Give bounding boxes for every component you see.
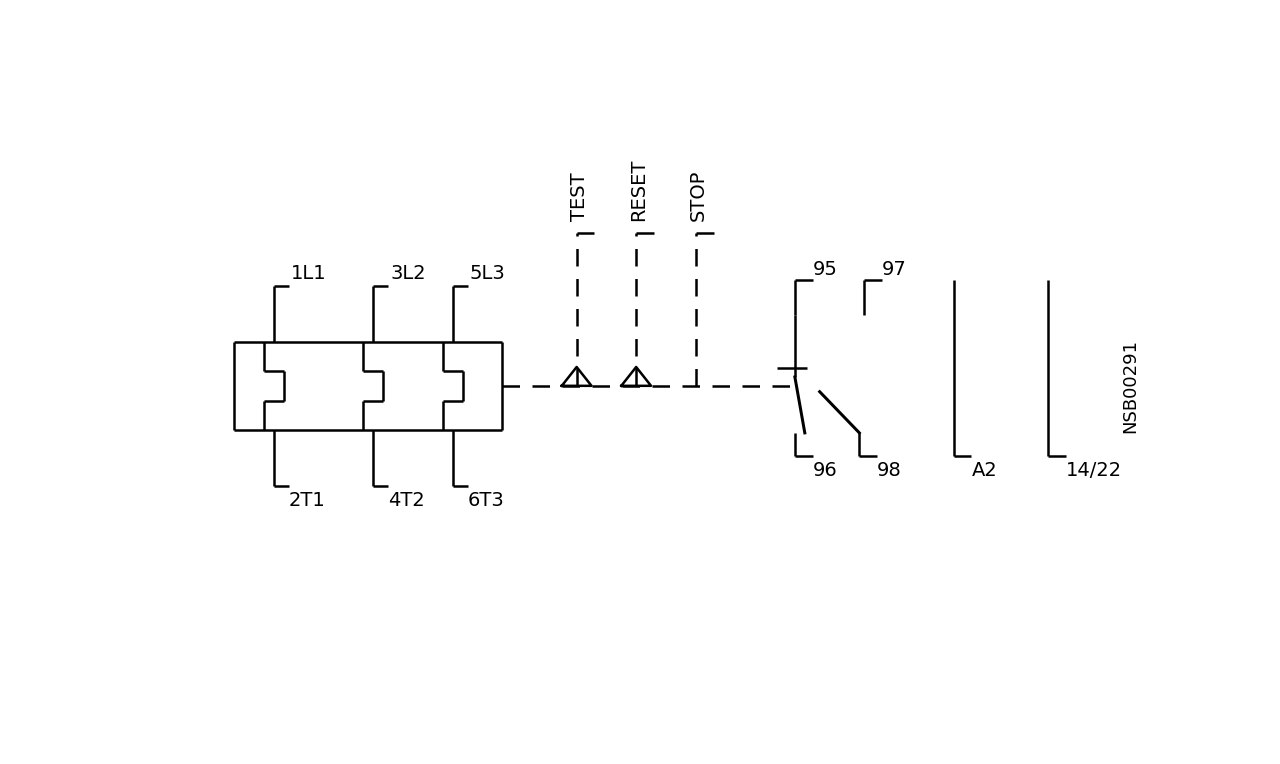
Text: 95: 95	[813, 260, 837, 279]
Text: 14/22: 14/22	[1066, 461, 1121, 480]
Text: RESET: RESET	[630, 159, 648, 221]
Text: 6T3: 6T3	[467, 490, 504, 510]
Text: 3L2: 3L2	[390, 264, 426, 283]
Text: TEST: TEST	[570, 173, 589, 221]
Text: A2: A2	[972, 461, 997, 480]
Text: 97: 97	[882, 260, 908, 279]
Text: 98: 98	[877, 461, 902, 480]
Text: 4T2: 4T2	[388, 490, 425, 510]
Text: 1L1: 1L1	[291, 264, 326, 283]
Text: STOP: STOP	[689, 170, 708, 221]
Text: 5L3: 5L3	[470, 264, 506, 283]
Text: 2T1: 2T1	[289, 490, 325, 510]
Text: 96: 96	[813, 461, 837, 480]
Text: NSB00291: NSB00291	[1121, 338, 1139, 433]
